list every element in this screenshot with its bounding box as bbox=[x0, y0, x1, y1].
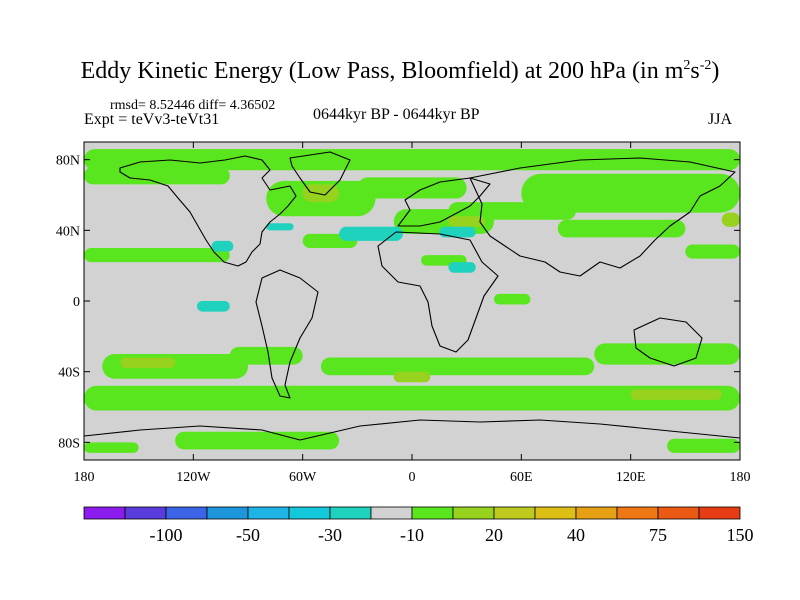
coastline-antarctica bbox=[84, 419, 740, 441]
contour-region-18 bbox=[84, 442, 139, 453]
contour-region-19 bbox=[667, 438, 740, 453]
colorbar-box-6 bbox=[329, 506, 372, 520]
colorbar-box-11 bbox=[534, 506, 577, 520]
colorbar-label-3: -10 bbox=[400, 525, 424, 545]
contour-region-28 bbox=[439, 226, 476, 238]
x-tick-label-2: 60W bbox=[289, 470, 317, 485]
colorbar-box-3 bbox=[206, 506, 249, 520]
contour-region-7 bbox=[557, 219, 686, 238]
colorbar-box-7 bbox=[370, 506, 413, 520]
colorbar-box-8 bbox=[411, 506, 454, 520]
coastline-south-america bbox=[255, 269, 319, 399]
x-tick-label-6: 180 bbox=[730, 470, 751, 485]
y-tick-label-2: 0 bbox=[73, 295, 80, 310]
y-tick-label-3: 40S bbox=[58, 366, 80, 381]
contour-region-22 bbox=[120, 357, 176, 369]
y-tick-label-4: 80S bbox=[58, 436, 80, 451]
title-close: ) bbox=[711, 58, 720, 84]
title-superscript-m: 2 bbox=[683, 58, 691, 73]
contour-region-13 bbox=[229, 346, 303, 365]
season-label: JJA bbox=[708, 111, 733, 128]
coastline-europe bbox=[397, 177, 491, 227]
y-tick-label-1: 40N bbox=[56, 224, 80, 239]
x-tick-label-5: 120E bbox=[616, 470, 646, 485]
colorbar-box-13 bbox=[616, 506, 659, 520]
contour-regions bbox=[84, 149, 740, 453]
contour-region-29 bbox=[211, 240, 234, 252]
colorbar-label-2: -30 bbox=[318, 525, 342, 545]
contour-region-23 bbox=[393, 371, 431, 383]
colorbar-label-5: 40 bbox=[567, 525, 585, 545]
contour-region-8 bbox=[84, 248, 230, 263]
contour-region-0 bbox=[84, 149, 740, 171]
coastline-australia bbox=[633, 317, 703, 367]
contour-region-6 bbox=[521, 173, 740, 213]
coastline-greenland bbox=[289, 151, 351, 196]
colorbar-box-0 bbox=[83, 506, 126, 520]
colorbar-box-2 bbox=[165, 506, 208, 520]
contour-region-27 bbox=[339, 226, 403, 241]
colorbar-label-1: -50 bbox=[236, 525, 260, 545]
colorbar-box-1 bbox=[124, 506, 167, 520]
contour-region-24 bbox=[630, 389, 722, 400]
experiment-label: Expt = teVv3-teVt31 bbox=[84, 111, 220, 128]
coastlines bbox=[84, 151, 740, 441]
colorbar-label-6: 75 bbox=[649, 525, 667, 545]
colorbar-label-0: -100 bbox=[150, 525, 183, 545]
coastline-asia bbox=[469, 157, 736, 277]
x-tick-label-3: 0 bbox=[409, 470, 416, 485]
contour-region-17 bbox=[175, 431, 340, 450]
colorbar-box-15 bbox=[698, 506, 741, 520]
y-tick-label-0: 80N bbox=[56, 154, 80, 169]
colorbar-box-12 bbox=[575, 506, 618, 520]
contour-region-32 bbox=[266, 223, 294, 231]
contour-region-31 bbox=[448, 262, 476, 273]
contour-region-16 bbox=[84, 385, 740, 411]
contour-region-15 bbox=[594, 343, 740, 365]
title-main: Eddy Kinetic Energy (Low Pass, Bloomfiel… bbox=[80, 58, 684, 84]
coastline-africa bbox=[377, 231, 499, 353]
title-superscript-s: -2 bbox=[699, 58, 712, 73]
x-tick-label-4: 60E bbox=[510, 470, 533, 485]
y-axis: 80N 40N 0 40S 80S bbox=[56, 154, 740, 451]
contour-region-25 bbox=[721, 212, 740, 227]
colorbar-box-5 bbox=[288, 506, 331, 520]
colorbar-box-14 bbox=[657, 506, 700, 520]
contour-region-26 bbox=[448, 216, 485, 227]
coastline-north-america bbox=[119, 155, 297, 267]
chart-title: Eddy Kinetic Energy (Low Pass, Bloomfiel… bbox=[0, 58, 800, 85]
period-label: 0644kyr BP - 0644kyr BP bbox=[313, 106, 480, 123]
contour-region-20 bbox=[494, 293, 531, 305]
colorbar-label-4: 20 bbox=[485, 525, 503, 545]
contour-region-14 bbox=[320, 357, 595, 376]
colorbar: -100 -50 -30 -10 20 40 75 150 bbox=[83, 506, 754, 545]
x-tick-label-0: 180 bbox=[74, 470, 95, 485]
contour-region-30 bbox=[196, 301, 230, 312]
x-tick-label-1: 120W bbox=[176, 470, 211, 485]
title-s: s bbox=[690, 58, 700, 84]
x-axis: 180 120W 60W 0 60E 120E 180 bbox=[74, 142, 751, 485]
colorbar-box-9 bbox=[452, 506, 495, 520]
colorbar-box-10 bbox=[493, 506, 536, 520]
contour-region-21 bbox=[302, 184, 340, 203]
colorbar-box-4 bbox=[247, 506, 290, 520]
rmsd-label: rmsd= 8.52446 diff= 4.36502 bbox=[110, 98, 276, 113]
contour-region-10 bbox=[685, 244, 740, 259]
colorbar-label-7: 150 bbox=[727, 525, 754, 545]
